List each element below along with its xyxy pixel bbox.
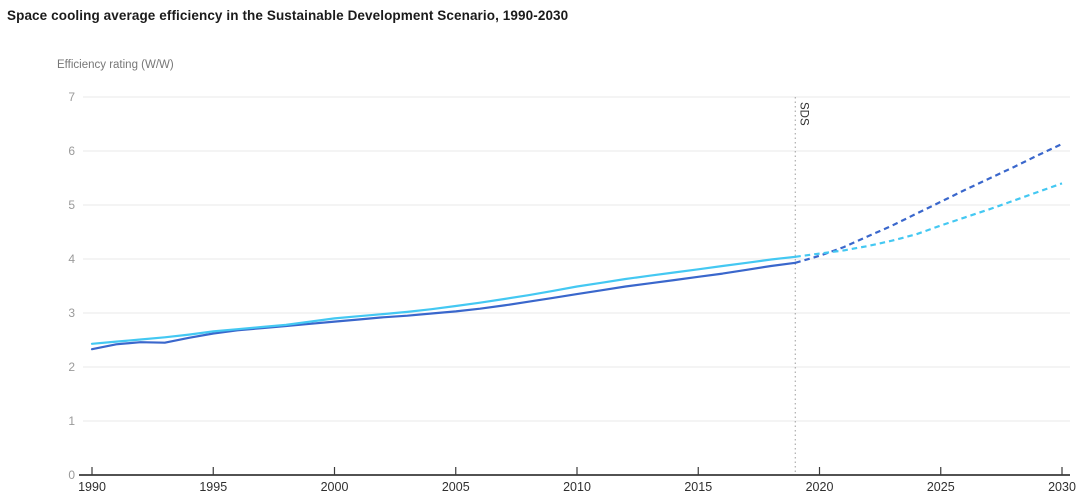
x-tick-label-2025: 2025 (927, 480, 955, 494)
x-tick-label-1995: 1995 (199, 480, 227, 494)
x-tick-label-2005: 2005 (442, 480, 470, 494)
y-tick-label-7: 7 (68, 90, 75, 104)
series-lines (90, 143, 1063, 351)
x-tick-label-2010: 2010 (563, 480, 591, 494)
light-blue-line-solid (90, 255, 797, 345)
x-tick-label-2000: 2000 (321, 480, 349, 494)
gridlines (83, 96, 1070, 422)
y-tick-label-3: 3 (68, 306, 75, 320)
x-tick-label-2015: 2015 (684, 480, 712, 494)
dark-blue-line-solid (90, 261, 797, 351)
x-tick-label-2020: 2020 (806, 480, 834, 494)
y-tick-label-4: 4 (68, 252, 75, 266)
light-blue-line-dashed (795, 182, 1063, 258)
y-tick-label-1: 1 (68, 414, 75, 428)
dark-blue-line-dashed (794, 143, 1063, 264)
y-tick-label-0: 0 (68, 468, 75, 482)
chart-title: Space cooling average efficiency in the … (7, 8, 569, 23)
y-axis-tick-labels: 0 1 2 3 4 5 6 7 (68, 90, 75, 482)
x-axis: 1990 1995 2000 2005 2010 2015 2020 2025 2030 (78, 467, 1076, 494)
y-tick-label-6: 6 (68, 144, 75, 158)
x-tick-label-1990: 1990 (78, 480, 106, 494)
x-tick-label-2030: 2030 (1048, 480, 1076, 494)
y-tick-label-2: 2 (68, 360, 75, 374)
sds-label: SDS (797, 102, 809, 126)
y-tick-label-5: 5 (68, 198, 75, 212)
sds-annotation: SDS (794, 97, 809, 475)
y-axis-title: Efficiency rating (W/W) (57, 59, 174, 71)
